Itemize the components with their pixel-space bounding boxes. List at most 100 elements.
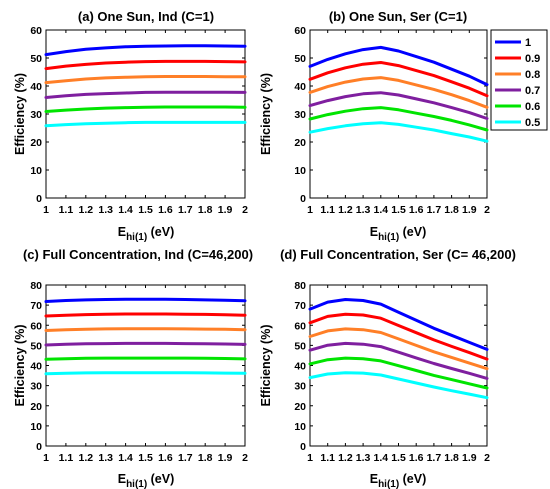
chart-panel-4: 1 1.1 1.2 1.3 1.4 1.5 1.6 1.7 1.8 1.9 201020304050… bbox=[259, 247, 516, 489]
x-tick-label: 1.7 bbox=[427, 204, 442, 216]
x-tick-label: 1.5 bbox=[138, 204, 153, 216]
x-tick-label: 1.2 bbox=[338, 452, 353, 464]
series-line-1 bbox=[308, 45, 489, 87]
series-line-0-6 bbox=[308, 106, 489, 132]
y-tick-label: 10 bbox=[30, 421, 42, 433]
series-line-0-9 bbox=[308, 312, 489, 361]
chart-title: (a) One Sun, Ind (C=1) bbox=[78, 9, 214, 24]
legend-label: 0.7 bbox=[525, 85, 540, 97]
x-tick-label: 2 bbox=[242, 204, 248, 216]
x-tick-label: 1.2 bbox=[78, 204, 93, 216]
x-tick-label: 1.3 bbox=[356, 204, 371, 216]
y-tick-label: 40 bbox=[30, 81, 42, 93]
x-tick-label: 1.1 bbox=[320, 204, 335, 216]
x-tick-label: 1.1 bbox=[59, 204, 74, 216]
x-tick-label: 1.3 bbox=[98, 452, 113, 464]
y-tick-label: 30 bbox=[30, 381, 42, 393]
series-line-0-6 bbox=[308, 356, 489, 390]
series-line-0-6 bbox=[44, 105, 247, 113]
y-tick-label: 10 bbox=[294, 165, 306, 177]
y-tick-label: 70 bbox=[294, 300, 306, 312]
y-tick-label: 50 bbox=[30, 53, 42, 65]
y-tick-label: 40 bbox=[294, 81, 306, 93]
y-tick-label: 20 bbox=[30, 137, 42, 149]
x-tick-label: 1.5 bbox=[391, 204, 406, 216]
chart-title: (b) One Sun, Ser (C=1) bbox=[329, 9, 467, 24]
x-tick-label: 1.6 bbox=[409, 204, 424, 216]
x-tick-label: 1.1 bbox=[59, 452, 74, 464]
y-tick-label: 60 bbox=[294, 25, 306, 37]
legend-label: 0.9 bbox=[525, 53, 540, 65]
y-tick-label: 60 bbox=[30, 320, 42, 332]
chart-panel-3: 1 1.1 1.2 1.3 1.4 1.5 1.6 1.7 1.8 1.9 201020304050… bbox=[13, 247, 253, 489]
series-line-0-7 bbox=[308, 91, 489, 120]
y-tick-label: 0 bbox=[36, 441, 42, 453]
y-axis-label: Efficiency (%) bbox=[259, 325, 273, 407]
plot-frame bbox=[309, 29, 488, 199]
x-tick-label: 1.8 bbox=[198, 452, 213, 464]
y-axis-label: Efficiency (%) bbox=[13, 325, 27, 407]
x-tick-label: 2 bbox=[242, 452, 248, 464]
x-tick-label: 2 bbox=[484, 204, 490, 216]
legend-label: 0.8 bbox=[525, 69, 540, 81]
x-tick-label: 1.7 bbox=[178, 204, 193, 216]
x-tick-label: 1.7 bbox=[178, 452, 193, 464]
series-line-1 bbox=[44, 297, 247, 303]
series-line-0-9 bbox=[44, 59, 247, 71]
x-tick-label: 1.9 bbox=[218, 204, 233, 216]
x-axis-label: Ehi(1) (eV) bbox=[118, 472, 175, 489]
x-tick-label: 1.6 bbox=[409, 452, 424, 464]
chart-panel-1: 1 1.1 1.2 1.3 1.4 1.5 1.6 1.7 1.8 1.9 201020304050… bbox=[13, 9, 248, 243]
x-tick-label: 1.5 bbox=[391, 452, 406, 464]
series-line-1 bbox=[308, 298, 489, 351]
series-line-0-6 bbox=[44, 356, 247, 361]
x-tick-label: 1.4 bbox=[118, 204, 133, 216]
y-tick-label: 10 bbox=[30, 165, 42, 177]
x-axis-label: Ehi(1) (eV) bbox=[370, 225, 427, 243]
x-tick-label: 1 bbox=[43, 452, 49, 464]
y-tick-label: 20 bbox=[294, 137, 306, 149]
series-line-0-7 bbox=[308, 341, 489, 380]
x-tick-label: 1 bbox=[307, 204, 313, 216]
y-tick-label: 60 bbox=[30, 25, 42, 37]
series-line-0-5 bbox=[44, 120, 247, 128]
legend-label: 1 bbox=[525, 37, 531, 49]
y-axis-label: Efficiency (%) bbox=[13, 73, 27, 155]
series-line-0-7 bbox=[44, 90, 247, 99]
series-line-0-8 bbox=[44, 327, 247, 332]
y-tick-label: 0 bbox=[36, 193, 42, 205]
x-tick-label: 2 bbox=[484, 452, 490, 464]
legend: 1 0.9 0.8 0.7 0.6 0.5 bbox=[490, 29, 548, 131]
x-tick-label: 1.3 bbox=[356, 452, 371, 464]
x-tick-label: 1.2 bbox=[338, 204, 353, 216]
x-tick-label: 1.8 bbox=[444, 452, 459, 464]
x-tick-label: 1.5 bbox=[138, 452, 153, 464]
series-line-0-5 bbox=[44, 371, 247, 376]
y-tick-label: 20 bbox=[294, 401, 306, 413]
x-tick-label: 1.6 bbox=[158, 204, 173, 216]
series-line-0-8 bbox=[308, 327, 489, 371]
chart-title: (c) Full Concentration, Ind (C=46,200) bbox=[23, 247, 253, 262]
x-tick-label: 1.8 bbox=[198, 204, 213, 216]
legend-box bbox=[490, 29, 548, 131]
x-tick-label: 1.9 bbox=[462, 452, 477, 464]
x-tick-label: 1.2 bbox=[78, 452, 93, 464]
y-tick-label: 50 bbox=[30, 340, 42, 352]
y-tick-label: 40 bbox=[30, 361, 42, 373]
x-tick-label: 1.4 bbox=[373, 204, 388, 216]
y-tick-label: 80 bbox=[294, 280, 306, 292]
x-tick-label: 1.7 bbox=[427, 452, 442, 464]
x-tick-label: 1 bbox=[43, 204, 49, 216]
y-tick-label: 10 bbox=[294, 421, 306, 433]
y-tick-label: 0 bbox=[300, 441, 306, 453]
series-line-0-5 bbox=[308, 121, 489, 143]
x-tick-label: 1.4 bbox=[373, 452, 388, 464]
y-axis-label: Efficiency (%) bbox=[259, 73, 273, 155]
chart-panel-2: 1 1.1 1.2 1.3 1.4 1.5 1.6 1.7 1.8 1.9 201020304050… bbox=[259, 9, 490, 243]
x-tick-label: 1.6 bbox=[158, 452, 173, 464]
x-tick-label: 1.9 bbox=[218, 452, 233, 464]
y-tick-label: 30 bbox=[294, 381, 306, 393]
chart-title: (d) Full Concentration, Ser (C= 46,200) bbox=[280, 247, 516, 262]
y-tick-label: 20 bbox=[30, 401, 42, 413]
